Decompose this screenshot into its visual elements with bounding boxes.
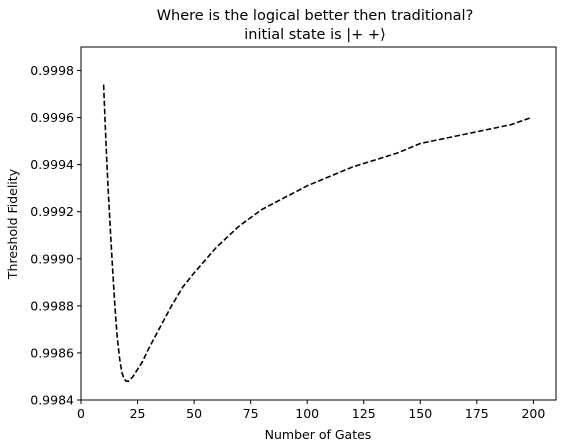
y-tick-label: 0.9994 [30, 157, 74, 172]
y-tick-label: 0.9986 [30, 345, 74, 360]
chart-title: Where is the logical better then traditi… [157, 8, 474, 24]
x-tick-label: 125 [352, 406, 376, 421]
plot-area-frame [80, 46, 557, 401]
x-tick-label: 75 [243, 406, 259, 421]
x-tick-label: 150 [408, 406, 432, 421]
y-tick-label: 0.9992 [30, 204, 74, 219]
x-axis-label: Number of Gates [265, 427, 372, 442]
x-tick-label: 200 [521, 406, 545, 421]
y-tick-label: 0.9996 [30, 110, 74, 125]
y-tick-label: 0.9998 [30, 63, 74, 78]
x-tick-label: 25 [130, 406, 146, 421]
y-axis-ticks: 0.9984 0.9986 0.9988 0.9990 0.9992 0.9994 0.99… [30, 63, 81, 408]
y-axis-label: Threshold Fidelity [5, 168, 20, 280]
y-tick-label: 0.9984 [30, 393, 74, 408]
y-tick-label: 0.9990 [30, 251, 74, 266]
y-tick-label: 0.9988 [30, 298, 74, 313]
x-tick-label: 100 [295, 406, 319, 421]
x-axis-ticks: 0 25 50 75 100 125 150 175 200 [77, 400, 545, 421]
series-layer [102, 84, 532, 383]
x-tick-label: 0 [77, 406, 85, 421]
chart-subtitle: initial state is |+ +⟩ [244, 27, 385, 43]
x-tick-label: 175 [465, 406, 489, 421]
x-tick-label: 50 [186, 406, 202, 421]
series-line-0 [102, 84, 532, 383]
